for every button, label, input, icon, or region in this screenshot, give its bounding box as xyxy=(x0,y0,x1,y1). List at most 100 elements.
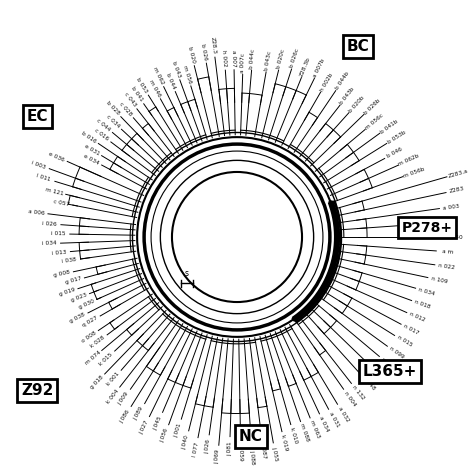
Text: a 003: a 003 xyxy=(442,203,459,210)
Text: m 088: m 088 xyxy=(299,423,310,442)
Text: a 034: a 034 xyxy=(319,416,330,433)
Text: a 007c: a 007c xyxy=(240,53,246,73)
Text: a 006: a 006 xyxy=(28,209,45,216)
Text: j 001: j 001 xyxy=(173,422,182,438)
Text: a 031: a 031 xyxy=(328,411,340,428)
Text: b 020c: b 020c xyxy=(276,49,286,69)
Text: b 020: b 020 xyxy=(187,46,196,63)
Text: g 018: g 018 xyxy=(89,374,104,390)
Text: n 017: n 017 xyxy=(403,324,420,336)
Text: j 009: j 009 xyxy=(118,391,130,406)
Text: b 026c: b 026c xyxy=(290,48,301,68)
Text: n 056: n 056 xyxy=(371,366,387,382)
Text: n 034: n 034 xyxy=(418,287,436,296)
Text: g 038: g 038 xyxy=(69,312,86,324)
Text: k 015: k 015 xyxy=(99,352,114,366)
Text: j 087: j 087 xyxy=(260,444,267,459)
Text: b 043b: b 043b xyxy=(339,86,356,106)
Text: c 057: c 057 xyxy=(53,199,70,207)
Text: i 026: i 026 xyxy=(42,221,57,227)
Text: a 032: a 032 xyxy=(337,406,350,423)
Text: m 056: m 056 xyxy=(182,65,192,84)
Text: n 012: n 012 xyxy=(409,311,426,323)
Text: j 045: j 045 xyxy=(153,415,163,431)
Text: g 023: g 023 xyxy=(70,292,88,303)
Text: m 074: m 074 xyxy=(84,350,102,366)
Text: b 028: b 028 xyxy=(105,100,120,116)
Text: b 044: b 044 xyxy=(165,72,176,90)
Text: Z28.3b: Z28.3b xyxy=(300,56,312,77)
Text: Z92: Z92 xyxy=(21,383,54,398)
Text: l 077: l 077 xyxy=(192,441,200,457)
Text: j 089: j 089 xyxy=(133,406,145,421)
Text: b 020b: b 020b xyxy=(348,95,365,113)
Text: q 027: q 027 xyxy=(82,315,99,328)
Text: n 099: n 099 xyxy=(389,346,405,360)
Text: n 022: n 022 xyxy=(438,263,455,270)
Text: j 081: j 081 xyxy=(227,441,232,456)
Text: a 007: a 007 xyxy=(231,50,237,67)
Text: n 004: n 004 xyxy=(343,391,357,407)
Text: e 036: e 036 xyxy=(48,151,65,163)
Text: b 041: b 041 xyxy=(130,86,144,102)
Text: b 016: b 016 xyxy=(81,130,97,144)
Text: n 048: n 048 xyxy=(362,376,376,392)
Text: h 002: h 002 xyxy=(221,50,228,67)
Text: j 040: j 040 xyxy=(182,434,190,450)
Text: h 002b: h 002b xyxy=(319,72,334,92)
Text: b 053b: b 053b xyxy=(386,130,407,145)
Text: L365+: L365+ xyxy=(363,364,418,379)
Text: b 046: b 046 xyxy=(386,147,403,159)
Text: i 038: i 038 xyxy=(62,257,77,264)
Text: a 007b: a 007b xyxy=(313,58,326,78)
Text: b 044b: b 044b xyxy=(334,71,350,91)
Text: a m: a m xyxy=(442,249,454,255)
Text: BC: BC xyxy=(346,39,369,54)
Text: n 119: n 119 xyxy=(380,356,396,371)
Text: e 031: e 031 xyxy=(83,143,100,156)
Text: b 041b: b 041b xyxy=(380,118,399,135)
Text: c 044: c 044 xyxy=(96,118,111,132)
Text: b 026: b 026 xyxy=(201,43,208,60)
Text: b 044c: b 044c xyxy=(249,49,256,69)
Text: n 018: n 018 xyxy=(414,299,431,310)
Text: l 011: l 011 xyxy=(36,173,51,182)
Text: Z28.3: Z28.3 xyxy=(210,37,217,55)
Text: c 016: c 016 xyxy=(94,128,109,142)
Text: g 008: g 008 xyxy=(53,270,71,278)
Text: c 034: c 034 xyxy=(105,114,121,129)
Text: b 043c: b 043c xyxy=(264,51,272,71)
Text: i 034: i 034 xyxy=(42,241,56,246)
Text: k 001: k 001 xyxy=(106,371,121,387)
Text: j 026: j 026 xyxy=(204,439,211,454)
Text: i 013: i 013 xyxy=(51,249,66,255)
Text: g 017: g 017 xyxy=(64,276,82,285)
Text: j 059: j 059 xyxy=(238,446,243,460)
Text: b 026b: b 026b xyxy=(363,97,382,115)
Text: b 053: b 053 xyxy=(136,77,149,94)
Text: Z283.a: Z283.a xyxy=(447,168,469,179)
Text: k 019: k 019 xyxy=(280,434,289,451)
Text: k 028: k 028 xyxy=(90,335,106,349)
Text: m 063: m 063 xyxy=(309,419,320,438)
Text: j 069: j 069 xyxy=(215,449,221,465)
Text: c 043: c 043 xyxy=(123,92,137,108)
Text: j 027: j 027 xyxy=(139,419,150,435)
Text: j 086: j 086 xyxy=(119,409,131,424)
Text: j 055: j 055 xyxy=(272,447,279,462)
Text: b 043: b 043 xyxy=(171,60,181,78)
Text: n 015: n 015 xyxy=(396,335,413,348)
Text: NC: NC xyxy=(239,429,263,444)
Text: g 030: g 030 xyxy=(78,298,95,310)
Text: o 008: o 008 xyxy=(81,330,97,344)
Text: P278+: P278+ xyxy=(402,221,453,235)
Text: j 088: j 088 xyxy=(249,449,255,465)
Text: m 140: m 140 xyxy=(444,235,462,239)
Text: n 109: n 109 xyxy=(430,276,448,284)
Text: m 062b: m 062b xyxy=(398,154,420,167)
Text: i 003: i 003 xyxy=(31,160,46,170)
Text: s: s xyxy=(185,269,189,278)
Text: g 019: g 019 xyxy=(58,287,76,297)
Text: k 010: k 010 xyxy=(289,427,299,444)
Text: m 062: m 062 xyxy=(152,67,165,86)
